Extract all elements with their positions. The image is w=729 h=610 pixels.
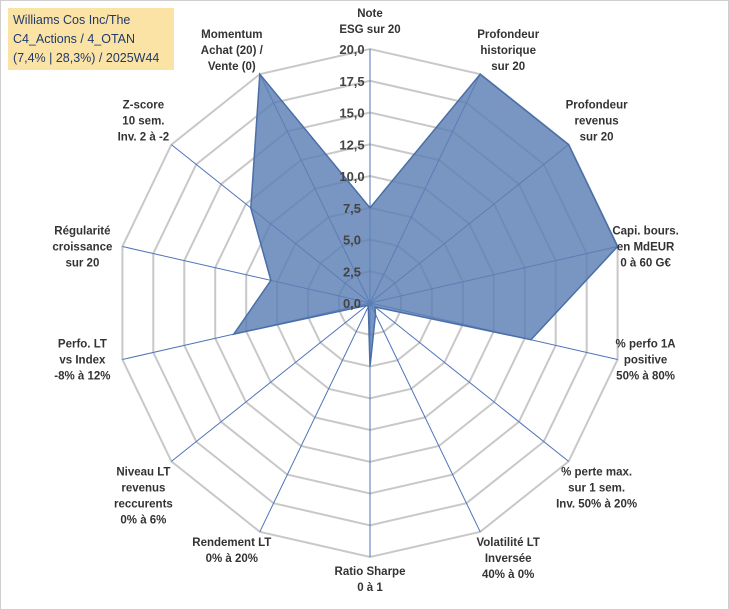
tick-label-6: 15,0 <box>339 106 364 121</box>
tick-label-3: 7,5 <box>343 201 361 216</box>
title-line-2: C4_Actions / 4_OTAN <box>13 32 136 46</box>
radar-tick-labels: 0,0 2,5 5,0 7,5 10,0 12,5 15,0 17,5 20,0 <box>339 42 364 311</box>
axis-spoke-10 <box>171 302 371 462</box>
tick-label-4: 10,0 <box>339 169 364 184</box>
axis-label-5: % perfo 1A positive 50% à 80% <box>616 339 676 383</box>
tick-label-8: 20,0 <box>339 42 364 57</box>
axis-label-2: Profondeur historique sur 20 <box>477 29 539 73</box>
axis-spoke-9 <box>259 302 371 533</box>
axis-label-13: Z-score 10 sem. Inv. 2 à -2 <box>118 100 170 144</box>
axis-spoke-7 <box>369 302 481 533</box>
axis-label-3: Profondeur revenus sur 20 <box>566 100 628 144</box>
tick-label-2: 5,0 <box>343 233 361 248</box>
axis-label-6: % perte max. sur 1 sem. Inv. 50% à 20% <box>556 466 637 510</box>
radar-axis-labels: Note ESG sur 20 Profondeur historique sur 20… <box>52 8 678 594</box>
axis-label-10: Niveau LT revenus reccurents 0% à 6% <box>114 466 173 526</box>
title-line-3: (7,4% | 28,3%) / 2025W44 <box>13 51 160 65</box>
axis-label-1: Note ESG sur 20 <box>339 8 400 36</box>
chart-title-box: Williams Cos Inc/The C4_Actions / 4_OTAN… <box>8 8 174 70</box>
axis-label-9: Rendement LT 0% à 20% <box>192 537 271 565</box>
tick-label-0: 0,0 <box>343 296 361 311</box>
tick-label-7: 17,5 <box>339 74 364 89</box>
radar-series <box>232 72 619 367</box>
title-line-1: Williams Cos Inc/The <box>13 13 131 27</box>
axis-label-8: Ratio Sharpe 0 à 1 <box>335 566 406 594</box>
axis-label-7: Volatilité LT Inversée 40% à 0% <box>476 537 539 581</box>
axis-label-4: Capi. bours. en MdEUR 0 à 60 G€ <box>612 226 678 270</box>
axis-label-11: Perfo. LT vs Index -8% à 12% <box>54 339 110 383</box>
series-area <box>232 72 619 367</box>
axis-label-14: Momentum Achat (20) / Vente (0) <box>201 29 264 73</box>
tick-label-1: 2,5 <box>343 264 361 279</box>
tick-label-5: 12,5 <box>339 137 364 152</box>
axis-label-12: Régularité croissance sur 20 <box>52 226 112 270</box>
axis-spoke-6 <box>369 302 569 462</box>
